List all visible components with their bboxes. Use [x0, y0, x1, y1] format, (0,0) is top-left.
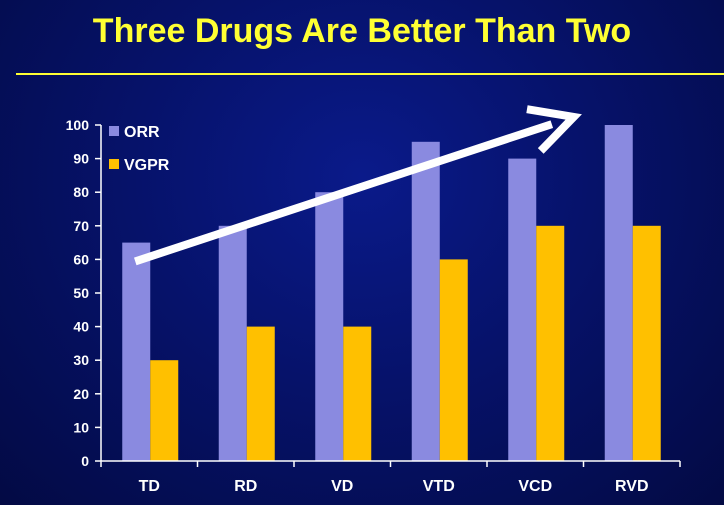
x-tick-label-vtd: VTD [423, 478, 455, 495]
bar-vgpr-rd [246, 326, 275, 461]
y-tick-label: 100 [66, 117, 90, 133]
y-tick-label: 80 [73, 184, 89, 200]
y-tick-label: 30 [73, 352, 89, 368]
y-tick-label: 0 [81, 453, 89, 469]
y-tick-label: 70 [73, 218, 89, 234]
bar-orr-vtd [411, 141, 440, 462]
y-tick-label: 90 [73, 151, 89, 167]
x-tick-label-rd: RD [234, 478, 257, 495]
bar-orr-vcd [508, 158, 537, 461]
bar-vgpr-vtd [439, 259, 468, 461]
x-tick-label-vd: VD [331, 478, 353, 495]
bar-orr-td [122, 242, 151, 461]
legend-swatch-vgpr [109, 159, 119, 169]
x-tick-label-td: TD [139, 478, 160, 495]
bar-vgpr-td [150, 360, 179, 461]
bar-orr-rd [218, 225, 247, 461]
trend-arrow-shaft [133, 120, 554, 266]
bar-vgpr-vd [343, 326, 372, 461]
bar-vgpr-rvd [632, 225, 661, 461]
y-tick-label: 10 [73, 419, 89, 435]
bar-orr-rvd [604, 125, 633, 461]
bar-vgpr-vcd [536, 225, 565, 461]
legend-swatch-orr [109, 126, 119, 136]
y-tick-label: 50 [73, 285, 89, 301]
bar-orr-vd [315, 192, 344, 461]
y-tick-label: 40 [73, 319, 89, 335]
trend-arrow-head [526, 105, 582, 154]
y-tick-label: 60 [73, 251, 89, 267]
x-tick-label-rvd: RVD [615, 478, 649, 495]
legend-label-vgpr: VGPR [124, 157, 170, 174]
y-tick-label: 20 [73, 386, 89, 402]
title-underline [16, 73, 724, 75]
slide-title: Three Drugs Are Better Than Two [92, 12, 632, 50]
legend-label-orr: ORR [124, 124, 160, 141]
x-tick-label-vcd: VCD [518, 478, 552, 495]
